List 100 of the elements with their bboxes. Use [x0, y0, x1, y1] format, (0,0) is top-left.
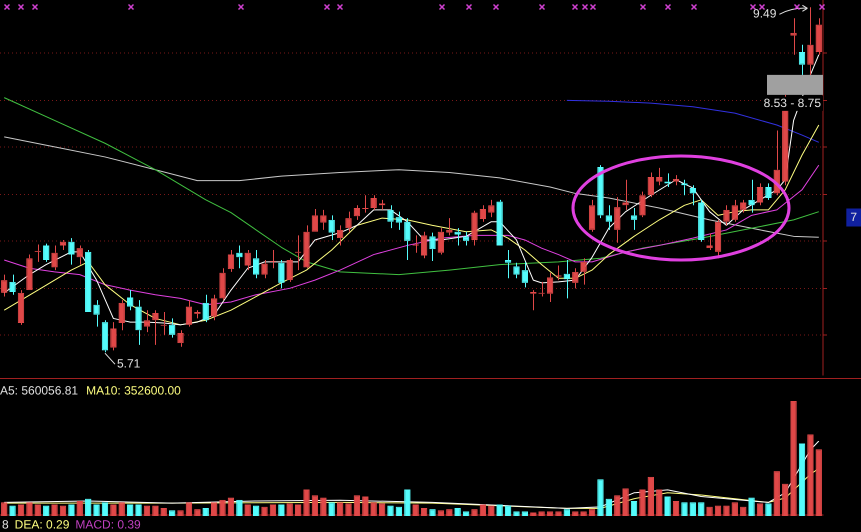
bar: [278, 504, 284, 516]
candlestick: [93, 300, 100, 328]
candlestick: [211, 294, 218, 321]
bar: [656, 490, 662, 516]
bar: [118, 502, 125, 516]
annotation: 9.49: [753, 6, 777, 21]
candlestick: [564, 260, 570, 299]
candlestick: [85, 250, 92, 312]
candlestick: [656, 167, 662, 186]
candlestick: [639, 191, 646, 218]
candlestick: [630, 208, 638, 230]
bar: [530, 512, 536, 516]
candlestick: [614, 196, 620, 244]
candlestick: [110, 322, 117, 351]
bar: [228, 498, 234, 516]
bar: [286, 503, 293, 516]
candlestick: [252, 250, 260, 279]
bar: [412, 504, 419, 516]
bar: [748, 498, 755, 516]
bar: [404, 490, 410, 516]
candlestick: [18, 290, 24, 326]
bar: [606, 498, 612, 516]
bar: [362, 496, 368, 516]
bar: [76, 501, 83, 516]
candlestick: [135, 300, 142, 346]
bar: [664, 496, 671, 516]
candlestick: [43, 243, 50, 262]
candlestick: [26, 254, 33, 290]
candlestick: [236, 244, 242, 269]
bar: [211, 502, 218, 516]
bar: [807, 434, 814, 516]
bar: [336, 502, 344, 516]
bar: [690, 502, 696, 516]
candlestick: [816, 18, 822, 56]
bar: [622, 488, 629, 516]
bar: [26, 502, 33, 516]
bar: [614, 495, 620, 516]
bar: [312, 495, 318, 516]
band-label: 8.53 - 8.75: [764, 96, 822, 110]
bar: [85, 498, 92, 516]
candlestick: [807, 6, 814, 76]
candlestick: [488, 199, 494, 218]
text: A5: 560056.81: [0, 383, 78, 398]
candlestick: [51, 244, 58, 271]
candlestick: [278, 260, 284, 289]
candlestick: [622, 179, 629, 210]
candlestick: [572, 268, 578, 289]
bar: [639, 490, 646, 516]
bar: [790, 401, 797, 516]
bar: [270, 504, 276, 516]
candlestick: [68, 238, 75, 266]
candlestick: [504, 250, 512, 279]
bar: [34, 504, 41, 516]
bar: [354, 495, 360, 516]
bar: [68, 504, 75, 516]
bar: [370, 502, 377, 516]
bar: [774, 471, 780, 516]
candlestick: [513, 262, 520, 279]
candlestick: [345, 211, 352, 232]
candlestick: [698, 199, 704, 242]
text: 7: [850, 210, 858, 224]
annotation: 5.71: [116, 356, 141, 370]
bar: [93, 504, 100, 516]
bar: [294, 504, 302, 516]
bar: [219, 500, 226, 516]
text: DEA: 0.29: [14, 517, 70, 532]
bar: [320, 498, 326, 516]
bar: [816, 449, 822, 516]
candlestick: [312, 208, 318, 232]
candlestick: [219, 268, 226, 301]
candlestick: [202, 294, 209, 323]
candlestick: [1, 274, 8, 298]
candlestick: [328, 214, 335, 240]
candlestick: [186, 300, 192, 328]
candlestick: [588, 199, 596, 232]
candlestick: [177, 330, 184, 348]
bar: [102, 502, 108, 516]
candlestick: [404, 218, 410, 261]
bar: [244, 504, 251, 516]
bar: [756, 503, 764, 516]
bar: [51, 504, 58, 516]
bar: [303, 490, 310, 516]
bar: [378, 503, 386, 516]
bar: [345, 503, 352, 516]
bar: [672, 501, 680, 516]
bar: [186, 502, 192, 516]
bar: [732, 502, 738, 516]
candlestick: [756, 182, 764, 206]
candlestick: [261, 260, 268, 279]
text: MA10: 352600.00: [86, 383, 182, 398]
candlestick: [438, 228, 444, 256]
candlestick: [765, 182, 772, 200]
bar: [18, 504, 24, 516]
bar: [798, 444, 806, 516]
bar: [597, 479, 604, 516]
text: 8: [2, 517, 9, 532]
candlestick: [748, 179, 755, 214]
candlestick: [546, 272, 554, 303]
bar: [681, 502, 688, 516]
candlestick: [228, 250, 234, 272]
